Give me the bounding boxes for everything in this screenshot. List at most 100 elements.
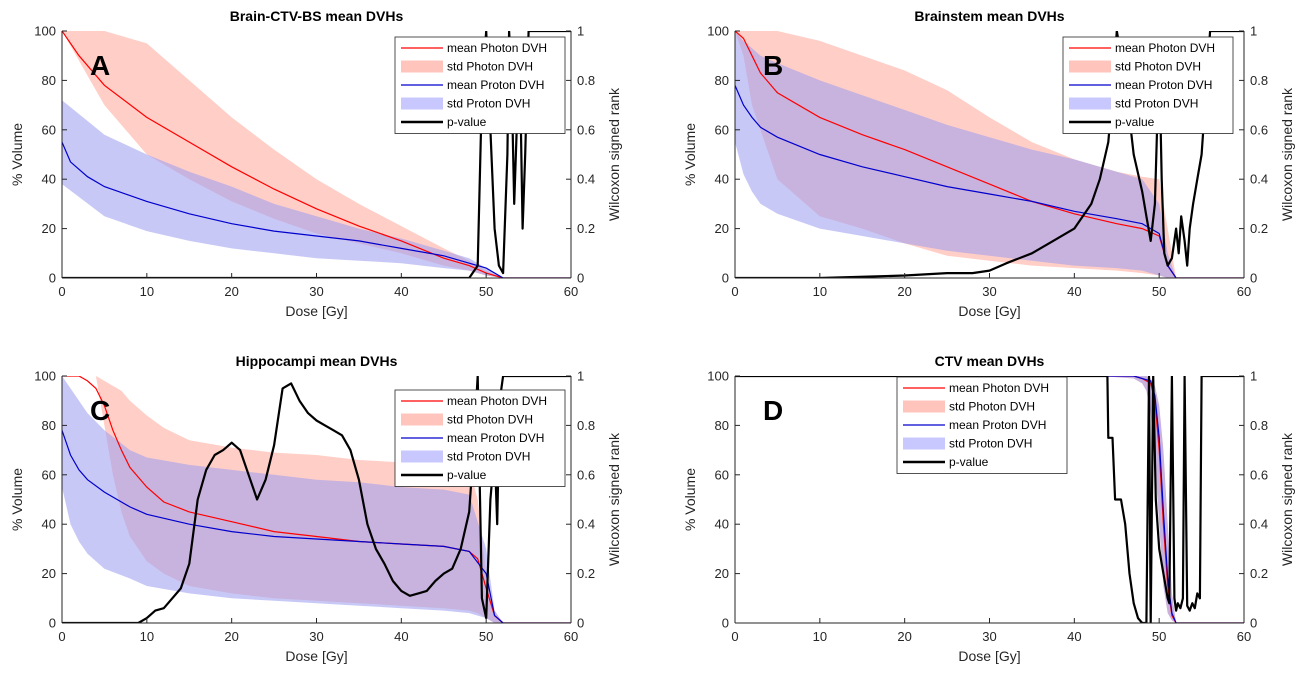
x-tick-label: 10 [813,284,827,299]
chart-title: Hippocampi mean DVHs [236,353,398,369]
y-tick-label: 100 [707,369,729,384]
y2-axis-label: Wilcoxon signed rank [1279,432,1295,566]
y2-tick-label: 0 [1250,616,1257,631]
legend-p-value-label: p-value [949,455,989,469]
x-tick-label: 40 [394,284,408,299]
legend-std-proton-label: std Proton DVH [447,97,530,111]
legend-std-photon-label: std Photon DVH [447,60,533,74]
legend-std-proton-swatch [401,450,443,463]
x-axis-label: Dose [Gy] [285,303,347,319]
y-tick-label: 0 [722,271,729,286]
x-tick-label: 30 [309,629,323,644]
x-tick-label: 10 [140,629,154,644]
legend-p-value-label: p-value [1115,115,1155,129]
y-tick-label: 40 [42,172,56,187]
y2-tick-label: 0.8 [1250,418,1268,433]
x-tick-label: 30 [982,629,996,644]
y2-tick-label: 1 [577,369,584,384]
x-tick-label: 60 [1237,284,1251,299]
y-tick-label: 80 [715,418,729,433]
x-tick-label: 0 [58,284,65,299]
plot-area [735,31,1244,278]
y2-tick-label: 0.2 [577,566,595,581]
y2-tick-label: 0 [577,271,584,286]
y-tick-label: 20 [42,566,56,581]
y-tick-label: 40 [42,517,56,532]
y-tick-label: 60 [715,467,729,482]
y-tick-label: 80 [42,418,56,433]
legend-mean-proton-label: mean Proton DVH [949,418,1046,432]
legend-mean-proton-label: mean Proton DVH [447,78,544,92]
x-axis-label: Dose [Gy] [958,648,1020,664]
y-axis-label: % Volume [9,468,25,531]
legend-mean-photon-label: mean Photon DVH [949,381,1049,395]
y-tick-label: 100 [707,24,729,39]
y2-tick-label: 0.8 [1250,73,1268,88]
panel-d: 0 10 20 30 40 50 6002040608010000.20.40.60.81D… [682,353,1295,664]
legend-p-value-label: p-value [447,468,487,482]
y2-axis-label: Wilcoxon signed rank [1279,87,1295,221]
mean-photon-line [62,31,571,278]
y-axis-label: % Volume [682,123,698,186]
x-tick-label: 60 [564,284,578,299]
legend-mean-photon-label: mean Photon DVH [447,394,547,408]
legend-std-proton-label: std Proton DVH [949,437,1032,451]
y2-tick-label: 0.2 [577,221,595,236]
x-tick-label: 0 [731,284,738,299]
y2-tick-label: 0 [1250,271,1257,286]
mean-photon-line [735,376,1244,623]
y-tick-label: 60 [42,467,56,482]
x-tick-label: 0 [731,629,738,644]
y-tick-label: 20 [42,221,56,236]
p-value-line [735,376,1244,623]
legend: mean Photon DVH std Photon DVH mean Proton… [1062,36,1234,134]
x-axis-label: Dose [Gy] [958,303,1020,319]
x-tick-label: 50 [1152,284,1166,299]
y-axis-label: % Volume [682,468,698,531]
y-tick-label: 40 [715,172,729,187]
legend-p-value-label: p-value [447,115,487,129]
x-axis-label: Dose [Gy] [285,648,347,664]
x-tick-label: 40 [394,629,408,644]
y-tick-label: 20 [715,221,729,236]
y-tick-label: 0 [49,616,56,631]
y2-tick-label: 0.4 [577,172,595,187]
y-tick-label: 100 [34,24,56,39]
panel-letter: B [763,50,783,81]
x-tick-label: 50 [479,629,493,644]
x-tick-label: 20 [897,629,911,644]
y2-tick-label: 0.4 [1250,172,1268,187]
legend-std-photon-label: std Photon DVH [447,413,533,427]
y2-tick-label: 0.4 [577,517,595,532]
legend-std-proton-label: std Proton DVH [447,450,530,464]
y2-tick-label: 0.6 [1250,122,1268,137]
y-tick-label: 100 [34,369,56,384]
legend-mean-photon-label: mean Photon DVH [1115,41,1215,55]
y2-tick-label: 0.8 [577,418,595,433]
std-proton-band [62,100,571,278]
y-axis-label: % Volume [9,123,25,186]
y2-axis-label: Wilcoxon signed rank [606,87,622,221]
panel-b: 0 10 20 30 40 50 6002040608010000.20.40.60.81D… [682,8,1295,319]
legend: mean Photon DVH std Photon DVH mean Proton… [394,36,566,134]
chart-title: Brainstem mean DVHs [914,8,1064,24]
x-tick-label: 20 [224,284,238,299]
y2-tick-label: 0.4 [1250,517,1268,532]
x-tick-label: 40 [1067,284,1081,299]
panel-letter: C [90,395,110,426]
p-value-line [735,31,1244,278]
y-tick-label: 60 [715,122,729,137]
y2-tick-label: 0.2 [1250,566,1268,581]
x-tick-label: 20 [224,629,238,644]
y-tick-label: 80 [42,73,56,88]
legend-mean-proton-label: mean Proton DVH [447,431,544,445]
x-tick-label: 10 [140,284,154,299]
panel-letter: D [763,395,783,426]
chart-title: CTV mean DVHs [935,353,1045,369]
y2-axis-label: Wilcoxon signed rank [606,432,622,566]
mean-proton-line [735,376,1244,623]
y2-tick-label: 0.6 [1250,467,1268,482]
x-tick-label: 40 [1067,629,1081,644]
y2-tick-label: 0.2 [1250,221,1268,236]
p-value-line [62,376,571,623]
